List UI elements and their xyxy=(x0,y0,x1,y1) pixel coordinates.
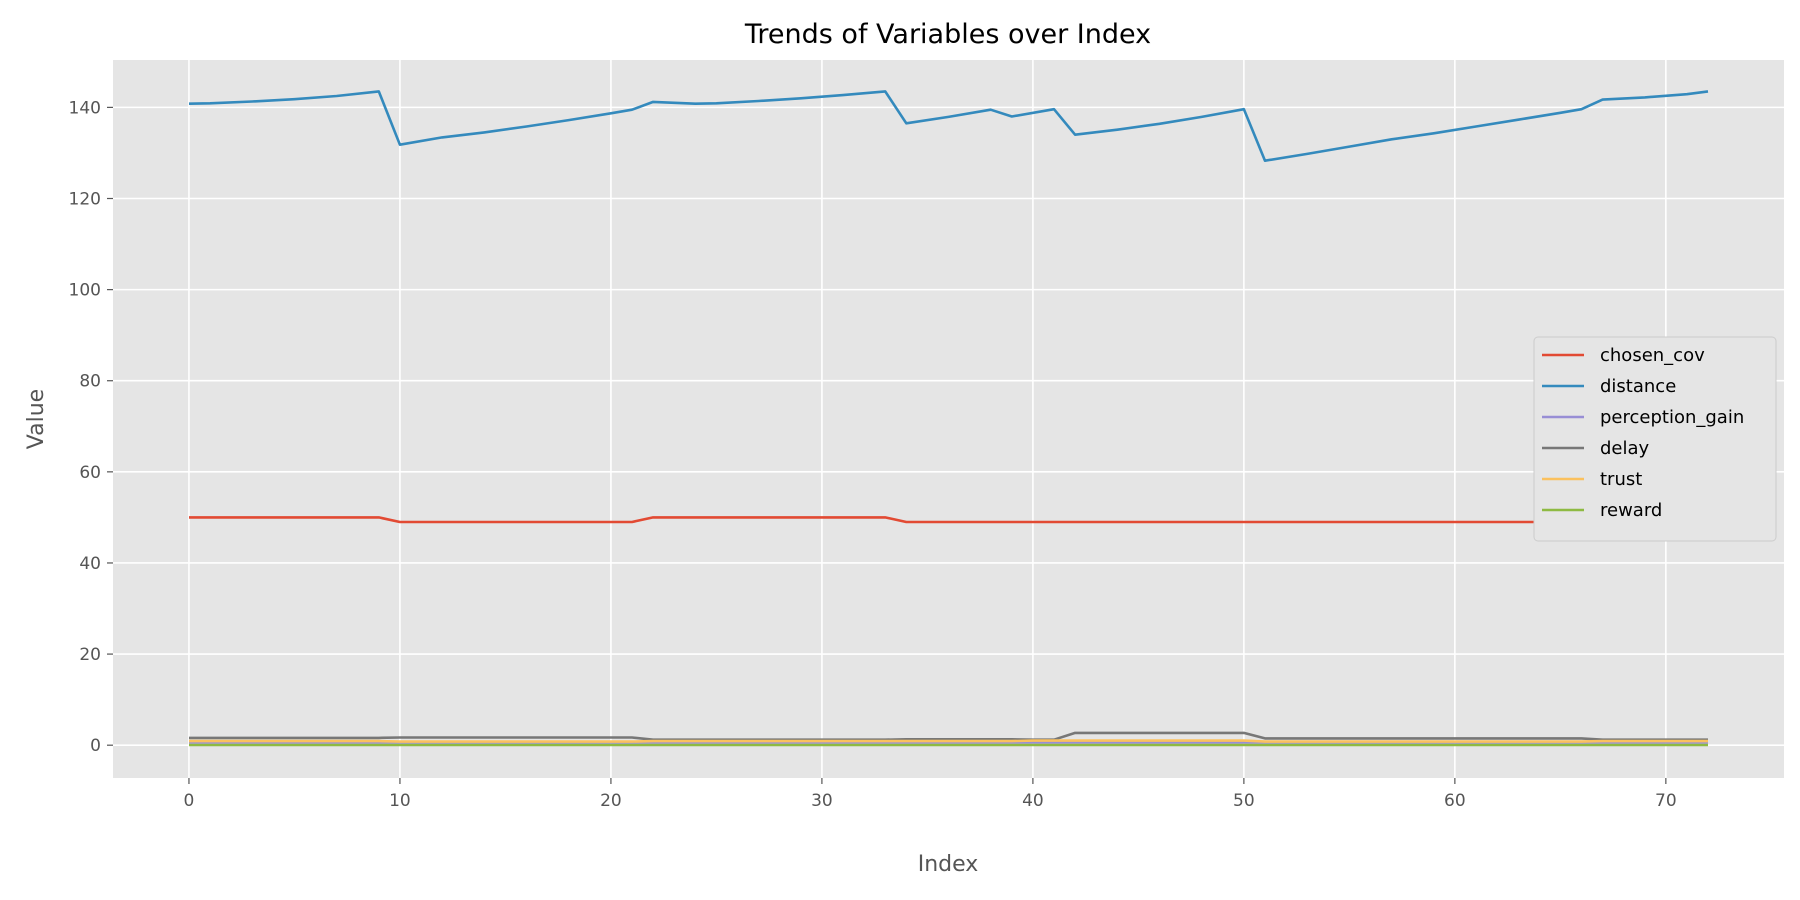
y-tick-label: 40 xyxy=(79,554,101,574)
x-tick-label: 10 xyxy=(389,791,411,811)
y-tick-label: 20 xyxy=(79,645,101,665)
x-tick-label: 40 xyxy=(1022,791,1044,811)
series-line-distance xyxy=(188,90,1709,162)
y-tick-label: 60 xyxy=(79,463,101,483)
x-tick-label: 60 xyxy=(1444,791,1466,811)
y-tick-label: 120 xyxy=(69,189,101,209)
x-axis-ticks: 0 10 20 30 40 50 60 70 xyxy=(184,778,1677,811)
y-tick-label: 140 xyxy=(69,98,101,118)
x-tick-label: 70 xyxy=(1655,791,1677,811)
y-tick-label: 80 xyxy=(79,372,101,392)
y-axis-ticks: 0 20 40 60 80 100 120 140 xyxy=(69,98,113,756)
series-lines xyxy=(188,90,1709,747)
x-tick-label: 50 xyxy=(1233,791,1255,811)
y-axis-label: Value xyxy=(24,389,49,449)
legend-label: delay xyxy=(1600,438,1650,459)
plot-area xyxy=(113,60,1784,778)
x-tick-label: 30 xyxy=(811,791,833,811)
legend-label: reward xyxy=(1600,500,1662,521)
series-line-delay xyxy=(189,731,1708,742)
x-axis-label: Index xyxy=(918,852,979,877)
grid-lines xyxy=(113,60,1784,778)
legend-label: trust xyxy=(1600,469,1642,490)
series-line-trust xyxy=(189,739,1708,743)
y-tick-label: 100 xyxy=(69,281,101,301)
legend-label: perception_gain xyxy=(1600,407,1744,428)
x-tick-label: 0 xyxy=(184,791,195,811)
legend-label: chosen_cov xyxy=(1600,345,1705,366)
y-tick-label: 0 xyxy=(90,736,101,756)
x-tick-label: 20 xyxy=(600,791,622,811)
legend-box xyxy=(1533,336,1777,542)
chart-title: Trends of Variables over Index xyxy=(744,19,1151,50)
legend-label: distance xyxy=(1600,376,1676,397)
